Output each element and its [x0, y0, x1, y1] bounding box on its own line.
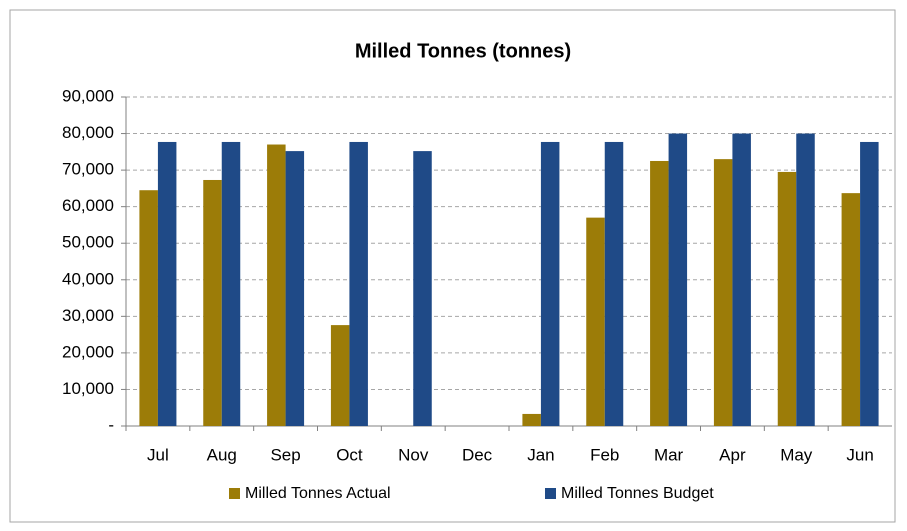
bar [413, 151, 432, 426]
legend-label: Milled Tonnes Budget [561, 485, 714, 502]
bar [330, 325, 350, 426]
bar [221, 141, 241, 427]
y-tick-label: 30,000 [62, 306, 114, 325]
bar [285, 151, 305, 426]
y-tick-label: 20,000 [62, 342, 114, 361]
bar [777, 171, 797, 426]
y-tick-label: - [108, 415, 114, 434]
x-tick-label: Jul [147, 445, 169, 464]
legend-label: Milled Tonnes Actual [245, 485, 391, 502]
bar [713, 159, 733, 426]
x-tick-label: Apr [719, 445, 746, 464]
x-tick-label: Mar [654, 445, 684, 464]
x-tick-label: Dec [462, 445, 493, 464]
bar [841, 193, 861, 426]
legend-swatch [545, 488, 556, 499]
bar [586, 217, 605, 426]
y-tick-label: 50,000 [62, 233, 114, 252]
x-tick-label: Oct [336, 445, 363, 464]
y-tick-label: 40,000 [62, 269, 114, 288]
bar [522, 413, 541, 426]
bar [349, 141, 368, 427]
y-tick-label: 70,000 [62, 160, 114, 179]
y-tick-label: 80,000 [62, 123, 114, 142]
legend-swatch [229, 488, 240, 499]
bar [157, 141, 177, 427]
x-tick-label: Jun [846, 445, 873, 464]
x-tick-label: Aug [207, 445, 237, 464]
bar [604, 141, 624, 427]
bar [732, 133, 751, 427]
x-tick-label: Jan [527, 445, 554, 464]
bar [540, 141, 560, 427]
bar [860, 141, 879, 427]
y-tick-label: 90,000 [62, 86, 114, 105]
y-tick-label: 60,000 [62, 196, 114, 215]
y-tick-label: 10,000 [62, 379, 114, 398]
bar [796, 133, 815, 427]
x-tick-label: Sep [270, 445, 300, 464]
x-tick-label: May [780, 445, 813, 464]
x-tick-label: Feb [590, 445, 619, 464]
bar [139, 190, 158, 426]
chart-title: Milled Tonnes (tonnes) [355, 40, 571, 62]
x-tick-label: Nov [398, 445, 429, 464]
bar [650, 160, 669, 426]
bar [267, 144, 286, 426]
bar [668, 133, 688, 427]
bar [203, 179, 222, 426]
